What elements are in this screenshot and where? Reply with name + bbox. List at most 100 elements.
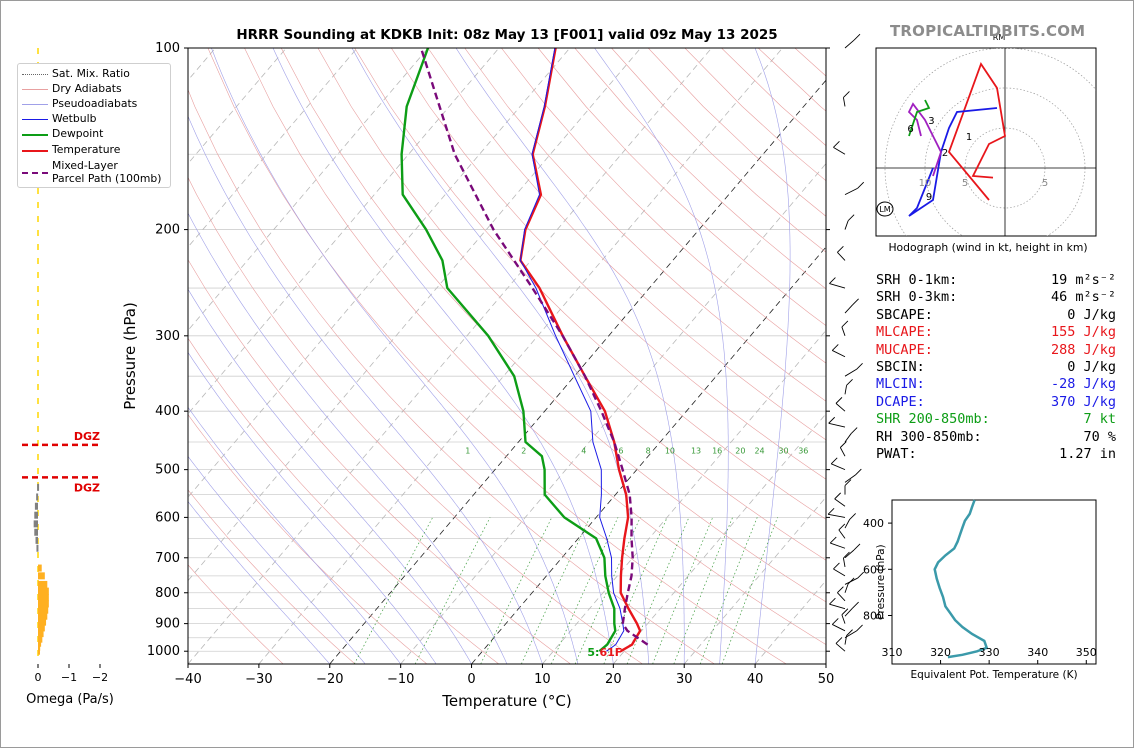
wind-barb-flag xyxy=(849,513,856,520)
param-row: SRH 0-1km: 19 m²s⁻² xyxy=(876,272,1116,289)
wind-barb xyxy=(844,635,848,645)
dry-adiabat xyxy=(427,48,826,441)
dry-adiabat xyxy=(207,48,787,664)
omega-bar xyxy=(38,630,44,638)
dry-adiabat xyxy=(354,48,826,520)
wind-barb xyxy=(829,283,846,289)
theta-e-x-axis-label: Equivalent Pot. Temperature (K) xyxy=(910,669,1077,681)
param-row: SBCIN: 0 J/kg xyxy=(876,359,1116,376)
wind-barb-flag xyxy=(856,624,863,632)
dry-adiabat xyxy=(188,176,643,664)
omega-bar xyxy=(38,587,49,595)
wind-barb xyxy=(844,368,857,377)
wind-barb-flag xyxy=(843,91,850,98)
isotherm xyxy=(188,48,287,165)
wind-barb xyxy=(844,630,857,639)
omega-bar xyxy=(38,624,45,632)
dgz-label: DGZ xyxy=(74,430,100,443)
mixing-ratio-line xyxy=(521,517,591,664)
param-value: 19 m²s⁻² xyxy=(1050,272,1116,288)
x-tick-label: 50 xyxy=(818,672,835,687)
param-label: MUCAPE: xyxy=(876,341,933,358)
wind-barb-flag xyxy=(855,468,862,476)
param-value: 70 % xyxy=(1083,428,1116,445)
pseudoadiabat xyxy=(188,455,366,664)
y-tick-label: 700 xyxy=(155,551,180,566)
legend-item-dewpoint: Dewpoint xyxy=(52,127,104,140)
wind-barb xyxy=(841,614,846,624)
wind-barb-flag xyxy=(857,571,865,579)
omega-bar xyxy=(34,528,38,536)
omega-bar xyxy=(38,580,48,588)
hodo-height-label: 1 xyxy=(966,132,972,143)
wind-barb-flag xyxy=(852,601,859,609)
omega-bar xyxy=(33,520,38,528)
chart-title: HRRR Sounding at KDKB Init: 08z May 13 [… xyxy=(236,27,778,43)
omega-bar xyxy=(34,502,38,510)
omega-x-tick-label: −2 xyxy=(92,671,108,684)
omega-bar xyxy=(38,612,48,620)
dry-adiabat xyxy=(188,259,571,664)
param-row: PWAT: 1.27 in xyxy=(876,446,1116,463)
omega-bar xyxy=(38,647,40,655)
y-tick-label: 300 xyxy=(155,329,180,344)
mixing-ratio-label: 4 xyxy=(581,446,586,455)
wind-barb-flag xyxy=(844,479,852,486)
dry-adiabat xyxy=(188,88,715,664)
wind-barb xyxy=(838,529,846,539)
wind-barb-flag xyxy=(827,507,835,515)
legend-swatch-dry-adiabats xyxy=(22,89,48,90)
legend-item-pseudoadiabats: Pseudoadiabats xyxy=(52,97,138,110)
param-value: 7 kt xyxy=(1083,411,1116,428)
isotherm xyxy=(188,48,500,415)
mixing-ratio-label: 36 xyxy=(798,446,808,455)
omega-bar xyxy=(36,544,39,552)
mixing-ratio-line xyxy=(699,517,758,664)
omega-bar xyxy=(38,635,43,643)
theta-e-frame xyxy=(891,499,1097,665)
wind-barb-flag xyxy=(841,608,849,616)
wind-barb xyxy=(844,304,853,314)
wind-barb xyxy=(844,583,849,593)
hodo-trace xyxy=(908,99,931,137)
wind-barb xyxy=(844,474,856,483)
omega-x-tick-label: −1 xyxy=(61,671,77,684)
wind-barb-flag xyxy=(853,543,861,551)
omega-bar xyxy=(35,536,38,544)
x-tick-label: −30 xyxy=(245,672,272,687)
legend-item-wetbulb: Wetbulb xyxy=(52,112,97,125)
legend-swatch-parcel xyxy=(22,172,48,174)
wind-barb-flag xyxy=(835,397,843,404)
dgz-label: DGZ xyxy=(74,481,100,494)
hodo-ring-label: 10 xyxy=(919,178,932,189)
x-tick-label: 30 xyxy=(676,672,693,687)
legend-swatch-pseudoadiabats xyxy=(22,104,48,105)
dewpoint-line xyxy=(400,48,617,653)
dry-adiabat xyxy=(280,48,826,603)
mixing-ratio-line xyxy=(574,517,641,664)
isotherm xyxy=(613,413,826,664)
hodo-trace xyxy=(908,107,998,217)
isotherm xyxy=(683,496,826,664)
mixing-ratio-line xyxy=(603,517,668,664)
legend-swatch-mixing-ratio xyxy=(22,74,48,75)
x-tick-label: −20 xyxy=(316,672,343,687)
hodograph: 10 5 5 1 2 3 6 9 RM LM xyxy=(875,33,1097,237)
hodograph-frame xyxy=(875,47,1097,237)
theta-e-y-tick-label: 800 xyxy=(863,609,884,622)
isotherm xyxy=(188,48,571,498)
wind-barb xyxy=(837,251,846,261)
wind-barb xyxy=(832,624,846,632)
isotherm xyxy=(542,329,826,664)
legend-swatch-wetbulb xyxy=(22,119,48,120)
omega-bar xyxy=(36,493,39,501)
mixing-ratio-label: 30 xyxy=(778,446,788,455)
param-row: DCAPE: 370 J/kg xyxy=(876,394,1116,411)
omega-bar xyxy=(38,572,45,580)
pseudoadiabat xyxy=(188,406,401,664)
theta-e-plot: 400 600 800 310 320 330 340 350 Equivalent Pot. … xyxy=(863,499,1097,681)
omega-x-tick-label: 0 xyxy=(35,671,42,684)
dry-adiabat xyxy=(537,48,826,327)
legend-parcel-line: Parcel Path (100mb) xyxy=(52,172,162,185)
y-tick-label: 500 xyxy=(155,463,180,478)
